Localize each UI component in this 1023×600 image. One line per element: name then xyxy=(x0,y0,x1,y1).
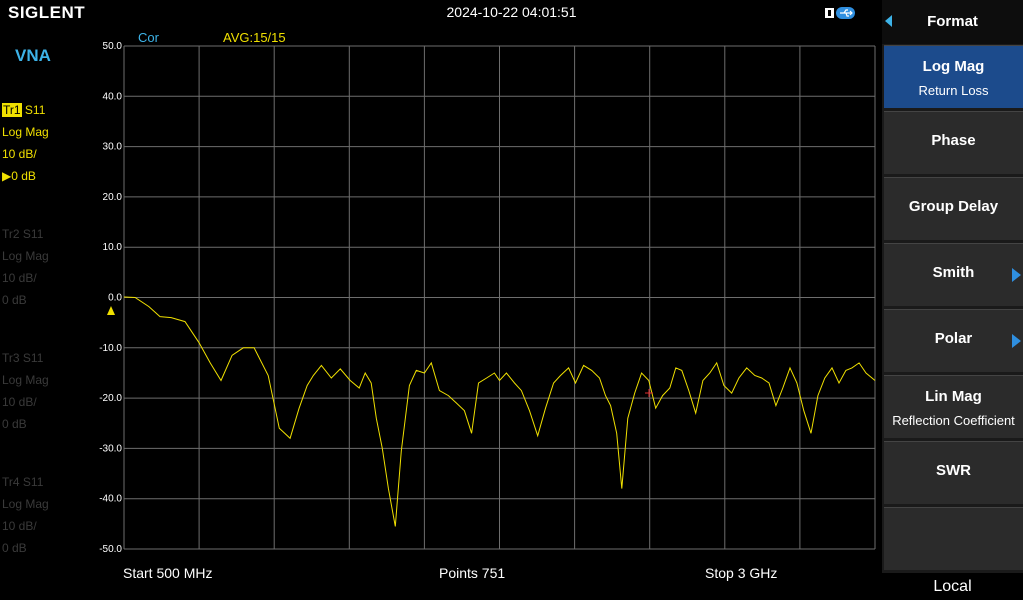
y-tick-label: -30.0 xyxy=(99,443,122,454)
trace-format: Log Mag xyxy=(2,497,49,511)
local-status[interactable]: Local xyxy=(882,573,1023,600)
trace-4-info[interactable]: Tr4 S11 Log Mag 10 dB/ 0 dB xyxy=(2,471,49,559)
y-tick-label: 0.0 xyxy=(108,293,122,304)
menu-title[interactable]: Format xyxy=(882,0,1023,44)
trace-scale: 10 dB/ xyxy=(2,147,37,161)
trace-format: Log Mag xyxy=(2,249,49,263)
trace-ref: 0 dB xyxy=(2,417,27,431)
menu-item-label: Lin Mag xyxy=(925,388,982,405)
trace-scale: 10 dB/ xyxy=(2,519,37,533)
trace-2-info[interactable]: Tr2 S11 Log Mag 10 dB/ 0 dB xyxy=(2,223,49,311)
trace-ref: 0 dB xyxy=(2,293,27,307)
trace-tag: Tr2 xyxy=(2,227,20,241)
trace-scale: 10 dB/ xyxy=(2,395,37,409)
trace-format: Log Mag xyxy=(2,373,49,387)
menu-item-smith[interactable]: Smith xyxy=(884,243,1023,306)
trace-plot[interactable]: 50.0 40.0 30.0 20.0 10.0 0.0 -10.0 -20.0 -30.0 -4… xyxy=(0,24,882,594)
menu-item-polar[interactable]: Polar xyxy=(884,309,1023,372)
stop-frequency[interactable]: Stop 3 GHz xyxy=(705,565,778,581)
usb-icon xyxy=(825,7,855,19)
menu-item-swr[interactable]: SWR xyxy=(884,441,1023,504)
mode-label: VNA xyxy=(15,46,51,65)
menu-item-label: Phase xyxy=(931,132,976,149)
y-tick-label: -40.0 xyxy=(99,494,122,505)
trace-tag: Tr4 xyxy=(2,475,20,489)
menu-item-empty[interactable] xyxy=(884,507,1023,570)
trace-ref: 0 dB xyxy=(11,169,36,183)
softkey-menu: Format Log Mag Return Loss Phase Group D… xyxy=(882,0,1023,600)
y-tick-labels: 50.0 40.0 30.0 20.0 10.0 0.0 -10.0 -20.0 -30.0 -4… xyxy=(99,41,122,555)
trace-param: S11 xyxy=(22,351,44,365)
datetime: 2024-10-22 04:01:51 xyxy=(446,4,577,20)
start-frequency[interactable]: Start 500 MHz xyxy=(123,565,213,581)
y-tick-label: -20.0 xyxy=(99,393,122,404)
trace-line xyxy=(123,296,876,527)
plot-grid xyxy=(123,45,876,550)
menu-item-label: Log Mag xyxy=(922,58,985,75)
trace-param: S11 xyxy=(22,227,44,241)
average-label: AVG:15/15 xyxy=(223,30,286,45)
trace-tag: Tr1 xyxy=(2,103,22,117)
trace-format: Log Mag xyxy=(2,125,49,139)
correction-label: Cor xyxy=(138,30,160,45)
trace-panel: VNA Tr1 S11 Log Mag 10 dB/ ▶0 dB Tr2 S11… xyxy=(0,24,100,600)
trace-scale: 10 dB/ xyxy=(2,271,37,285)
y-tick-label: 20.0 xyxy=(103,192,123,203)
y-tick-label: 10.0 xyxy=(103,242,123,253)
ref-arrow-icon: ▶ xyxy=(2,169,12,183)
menu-item-label: Smith xyxy=(932,264,975,281)
marker-cross-icon xyxy=(645,389,653,397)
trace-1-info[interactable]: Tr1 S11 Log Mag 10 dB/ ▶0 dB xyxy=(2,99,49,187)
y-tick-label: -50.0 xyxy=(99,544,122,555)
ref-level-marker-icon xyxy=(107,306,115,315)
menu-item-label: Group Delay xyxy=(908,198,999,215)
trace-param: S11 xyxy=(24,103,46,117)
menu-item-sublabel: Return Loss xyxy=(918,83,989,98)
y-tick-label: 30.0 xyxy=(103,142,123,153)
brand-logo: SIGLENT xyxy=(8,3,86,22)
menu-item-sublabel: Reflection Coefficient xyxy=(892,413,1015,428)
trace-param: S11 xyxy=(22,475,44,489)
y-tick-label: 50.0 xyxy=(103,41,123,52)
sweep-points[interactable]: Points 751 xyxy=(439,565,506,581)
menu-item-group-delay[interactable]: Group Delay xyxy=(884,177,1023,240)
trace-3-info[interactable]: Tr3 S11 Log Mag 10 dB/ 0 dB xyxy=(2,347,49,435)
y-tick-label: -10.0 xyxy=(99,343,122,354)
menu-item-log-mag[interactable]: Log Mag Return Loss xyxy=(884,45,1023,108)
submenu-arrow-icon xyxy=(1012,334,1021,348)
y-tick-label: 40.0 xyxy=(103,91,123,102)
trace-ref: 0 dB xyxy=(2,541,27,555)
local-label: Local xyxy=(933,578,972,595)
menu-item-phase[interactable]: Phase xyxy=(884,111,1023,174)
menu-item-label: SWR xyxy=(936,462,971,479)
status-bar: SIGLENT xyxy=(0,0,882,24)
submenu-arrow-icon xyxy=(1012,268,1021,282)
menu-item-lin-mag[interactable]: Lin Mag Reflection Coefficient xyxy=(884,375,1023,438)
menu-item-label: Polar xyxy=(934,330,973,347)
trace-tag: Tr3 xyxy=(2,351,20,365)
back-arrow-icon[interactable] xyxy=(885,15,892,27)
menu-title-label: Format xyxy=(927,13,978,30)
